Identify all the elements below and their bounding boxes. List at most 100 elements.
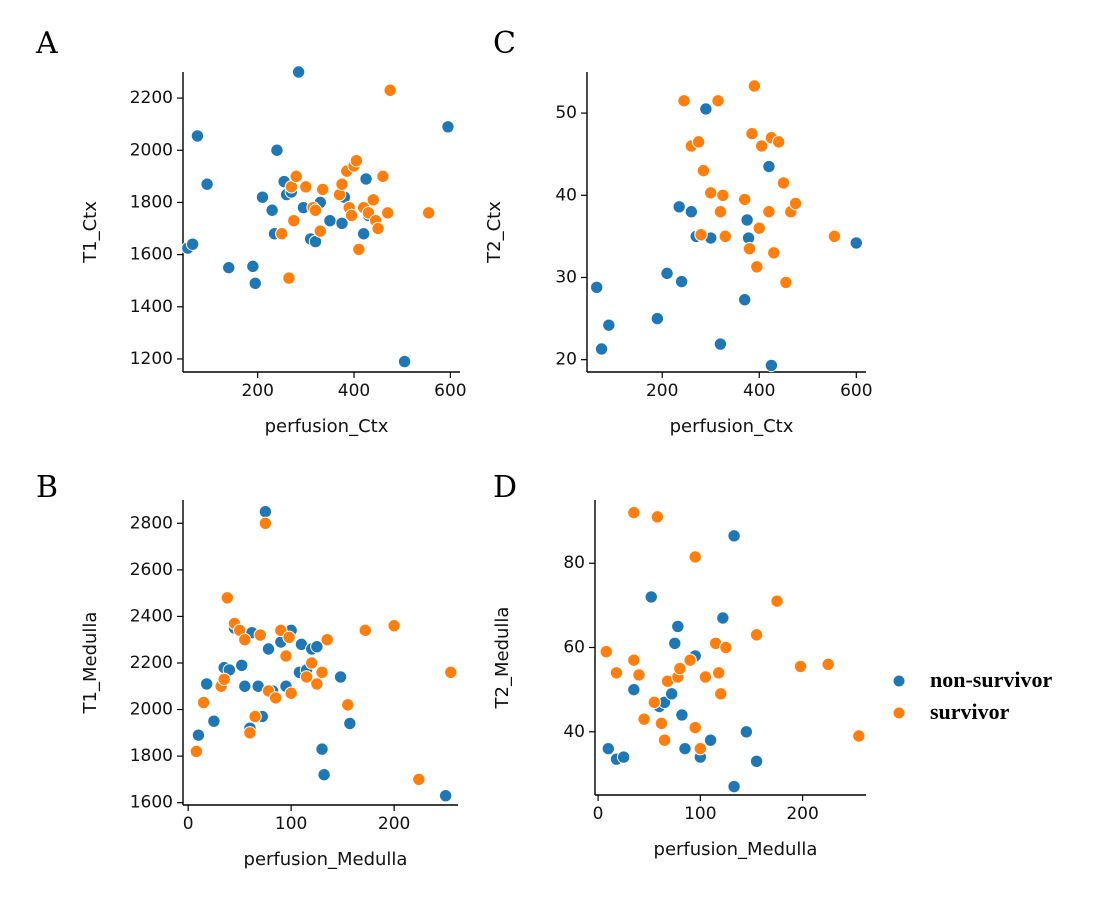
panel-b-point-survivor	[248, 709, 262, 724]
panel-d-point-non-survivor	[616, 750, 631, 764]
panel-b-x-tick-label: 200	[378, 814, 410, 834]
panel-c-point-non-survivor	[684, 205, 699, 219]
panel-d-point-survivor	[599, 645, 613, 659]
panel-c-x-axis-title: perfusion_Ctx	[670, 416, 794, 437]
panel-b-point-survivor	[315, 665, 329, 679]
panel-c-point-survivor	[704, 186, 718, 200]
panel-c-y-tick-label: 20	[555, 350, 577, 370]
panel-c-point-survivor	[747, 79, 762, 93]
panel-b-point-non-survivor	[191, 728, 206, 742]
panel-b-point-non-survivor	[315, 742, 329, 756]
panel-a-point-survivor	[349, 153, 364, 168]
panel-b-point-non-survivor	[343, 716, 357, 731]
panel-b-point-survivor	[189, 744, 204, 759]
panel-b-point-non-survivor	[261, 642, 276, 656]
panel-a-point-survivor	[313, 224, 327, 238]
panel-b-point-non-survivor	[238, 679, 252, 693]
panel-b-point-survivor	[412, 772, 426, 787]
panel-a-y-axis-title: T1_Ctx	[80, 201, 101, 264]
panel-d-point-survivor	[657, 733, 672, 747]
panel-d-point-survivor	[749, 628, 764, 642]
panel-c-point-survivor	[677, 94, 691, 108]
panel-c-point-non-survivor	[590, 280, 604, 295]
panel-b-y-axis-title: T1_Medulla	[80, 612, 101, 715]
panel-c: 200 400 600 20 30 40 50 perfusion_Ctx T2_Ctx	[484, 72, 873, 437]
panel-a-y-tick-label: 1800	[130, 192, 173, 212]
panel-d-point-survivor	[650, 510, 665, 524]
panel-c-point-survivor	[771, 135, 786, 149]
panel-b-point-non-survivor	[317, 768, 331, 782]
panel-b-point-non-survivor	[258, 504, 273, 519]
panel-b-point-survivor	[196, 695, 211, 710]
panel-b-point-survivor	[358, 623, 373, 638]
panel-a-point-non-survivor	[248, 276, 262, 291]
panel-c-x-tick-label: 400	[743, 381, 775, 401]
panel-a-point-non-survivor	[265, 203, 279, 217]
legend-label-non-survivor: non-survivor	[930, 667, 1052, 692]
panel-b-y-tick-label: 2800	[130, 513, 173, 533]
panel-b-point-survivor	[299, 670, 314, 684]
panel-a-point-non-survivor	[397, 354, 412, 369]
panel-c-point-survivor	[745, 126, 759, 141]
panel-d-point-survivor	[714, 687, 728, 701]
panel-b-y-tick-label: 2200	[130, 653, 173, 673]
panel-b-y-tick-label: 2400	[130, 606, 173, 626]
panel-d-y-tick-label: 60	[563, 638, 585, 658]
panel-a: 200 400 600 1200 1400 1600 1800 2000 2200 perfusi…	[80, 65, 467, 437]
panel-d-point-survivor	[821, 657, 835, 672]
panel-d-y-tick-label: 80	[563, 553, 585, 573]
panel-b-x-axis-title: perfusion_Medulla	[244, 849, 408, 870]
panel-d-point-non-survivor	[727, 529, 741, 543]
panel-c-y-tick-label: 30	[555, 267, 577, 287]
panel-d-point-survivor	[683, 653, 697, 667]
panel-a-point-non-survivor	[291, 65, 306, 79]
panel-b-point-survivor	[279, 649, 293, 663]
panel-c-point-survivor	[718, 229, 732, 244]
panel-d-point-non-survivor	[703, 733, 718, 747]
panel-a-y-tick-label: 1600	[130, 245, 173, 265]
panel-c-point-survivor	[767, 246, 781, 260]
panel-b-point-survivor	[217, 672, 231, 686]
panel-d-point-non-survivor	[601, 741, 615, 756]
panel-b-y-tick-label: 2600	[130, 560, 173, 580]
panel-d-point-non-survivor	[644, 590, 658, 604]
panel-a-point-survivor	[352, 242, 366, 257]
panel-c-point-survivor	[691, 135, 706, 149]
panel-a-point-survivor	[344, 208, 359, 223]
panel-b-y-tick-label: 1600	[130, 793, 173, 813]
panel-a-point-non-survivor	[222, 260, 236, 275]
panel-a-y-tick-label: 2000	[130, 140, 173, 160]
panel-a-point-survivor	[421, 206, 436, 220]
panel-a-y-tick-label: 2200	[130, 88, 173, 108]
panel-b-y-tick-label: 2000	[130, 700, 173, 720]
panel-c-point-non-survivor	[740, 213, 754, 227]
panel-a-x-tick-label: 600	[434, 381, 466, 401]
panel-a-point-non-survivor	[441, 120, 455, 134]
panel-c-point-non-survivor	[764, 358, 779, 373]
panel-d-point-survivor	[673, 661, 687, 676]
panel-b-point-survivor	[243, 726, 257, 740]
panel-c-point-non-survivor	[602, 318, 616, 332]
panel-c-point-survivor	[754, 139, 769, 153]
panel-d-point-survivor	[632, 668, 646, 682]
panel-a-point-survivor	[289, 169, 303, 184]
panel-a-point-survivor	[308, 203, 323, 217]
panel-b-point-survivor	[282, 630, 296, 645]
panel-d-y-axis-title: T2_Medulla	[492, 607, 513, 710]
panel-d-point-non-survivor	[749, 754, 764, 768]
panel-a-x-tick-label: 200	[241, 381, 273, 401]
panel-b-y-tick-label: 1800	[130, 746, 173, 766]
panel-c-point-survivor	[776, 176, 791, 190]
panel-a-point-survivor	[376, 169, 390, 184]
panel-c-point-survivor	[711, 94, 725, 108]
panel-a-point-survivor	[383, 83, 397, 97]
panel-d-point-non-survivor	[675, 708, 689, 722]
panel-c-point-non-survivor	[713, 337, 728, 351]
panel-a-point-non-survivor	[356, 227, 371, 241]
panel-a-x-axis-title: perfusion_Ctx	[265, 416, 389, 437]
panel-c-point-survivor	[716, 188, 730, 202]
panel-c-y-tick-label: 50	[555, 103, 577, 123]
panel-d-x-tick-label: 0	[593, 804, 604, 824]
panel-b-point-non-survivor	[235, 658, 249, 673]
